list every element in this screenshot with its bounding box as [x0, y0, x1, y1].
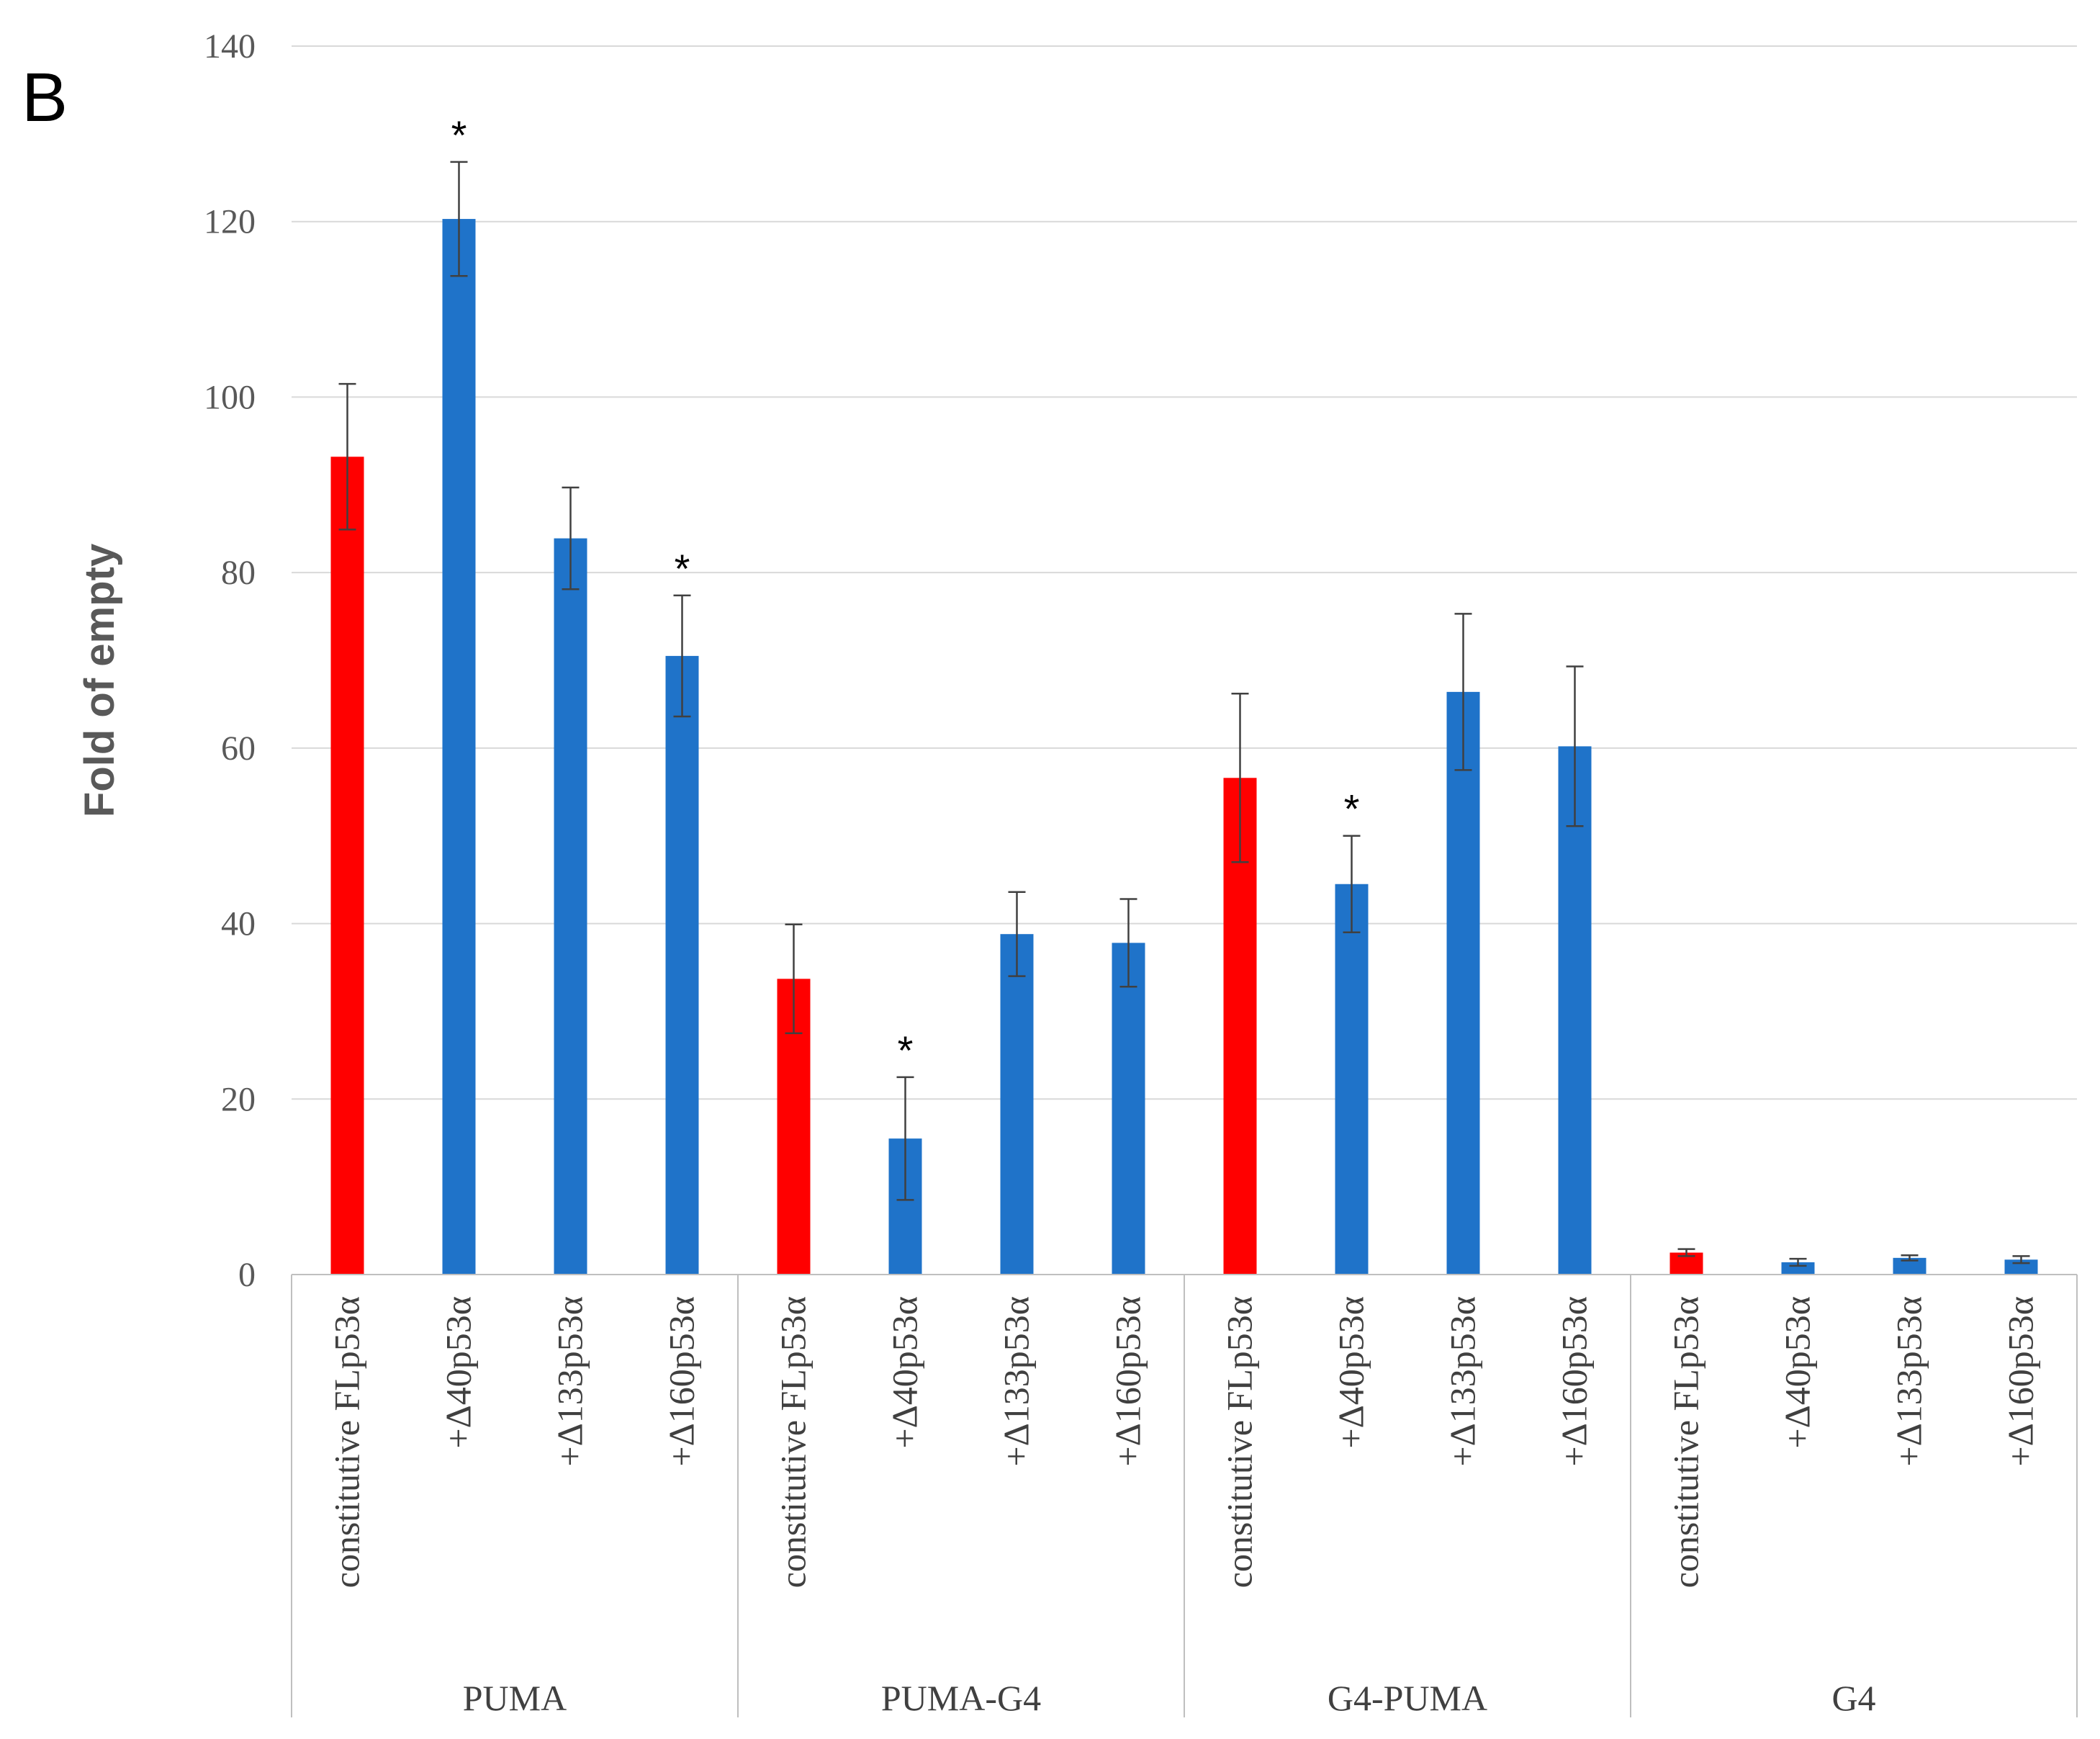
bar-g4-puma-1 — [1335, 884, 1369, 1275]
panel-label: B — [22, 59, 68, 136]
bar-puma-g4-2 — [1000, 934, 1034, 1275]
error-bar — [673, 594, 691, 718]
y-axis-ticks: 0 20 40 60 80 100 120 140 — [204, 27, 256, 1294]
y-tick-label: 140 — [204, 27, 256, 66]
bar-puma-0 — [330, 457, 364, 1275]
category-label: constitutive FLp53α — [327, 1296, 367, 1588]
y-tick-label: 40 — [221, 905, 256, 943]
group-label-g4: G4 — [1831, 1678, 1875, 1718]
error-bar — [1901, 1254, 1919, 1262]
group-label-puma-g4: PUMA-G4 — [881, 1678, 1041, 1718]
group-label-puma: PUMA — [463, 1678, 567, 1718]
bar-puma-g4-3 — [1112, 943, 1145, 1275]
y-tick-label: 20 — [221, 1080, 256, 1118]
bar-g4-puma-3 — [1558, 746, 1592, 1275]
error-bar — [1454, 613, 1472, 771]
bar-puma-1 — [442, 219, 476, 1275]
y-axis-label: Fold of empty — [76, 544, 123, 817]
significance-star: * — [1344, 786, 1360, 832]
category-label: constitutive FLp53α — [773, 1296, 814, 1588]
error-bar — [1343, 835, 1361, 934]
error-bar — [1008, 891, 1026, 977]
bar-g4-2 — [1893, 1257, 1926, 1275]
y-tick-label: 0 — [238, 1256, 256, 1294]
category-label: constitutive FLp53α — [1220, 1296, 1260, 1588]
category-label: +Δ160p53α — [1108, 1296, 1148, 1467]
error-bar — [2012, 1255, 2030, 1264]
category-label: constitutive FLp53α — [1666, 1296, 1706, 1588]
error-bar — [1119, 898, 1137, 988]
error-bar — [896, 1076, 914, 1201]
category-label: +Δ40p53α — [438, 1296, 479, 1449]
category-label: +Δ40p53α — [1331, 1296, 1371, 1449]
category-label: +Δ160p53α — [1554, 1296, 1595, 1467]
error-bar — [450, 161, 468, 277]
y-tick-label: 120 — [204, 203, 256, 241]
y-tick-label: 80 — [221, 554, 256, 592]
category-label: +Δ40p53α — [1777, 1296, 1818, 1449]
category-label: +Δ133p53α — [996, 1296, 1037, 1467]
y-tick-label: 60 — [221, 729, 256, 768]
category-labels: constitutive FLp53α +Δ40p53α +Δ133p53α +Δ16… — [327, 1296, 2041, 1718]
x-axis — [291, 1274, 2078, 1717]
bars: * * * * — [330, 112, 2038, 1275]
category-label: +Δ133p53α — [1889, 1296, 1929, 1467]
group-label-g4-puma: G4-PUMA — [1328, 1678, 1487, 1718]
error-bar — [1677, 1248, 1695, 1257]
bar-puma-3 — [665, 655, 699, 1275]
category-label: +Δ133p53α — [1443, 1296, 1483, 1467]
error-bar — [1231, 693, 1249, 863]
bar-g4-puma-2 — [1446, 691, 1480, 1275]
category-label: +Δ160p53α — [662, 1296, 702, 1467]
category-label: +Δ160p53α — [2001, 1296, 2041, 1467]
significance-star: * — [675, 546, 690, 591]
error-bar — [562, 486, 580, 590]
category-label: +Δ133p53α — [550, 1296, 590, 1467]
error-bar — [1789, 1257, 1807, 1267]
y-tick-label: 100 — [204, 378, 256, 416]
category-label: +Δ40p53α — [885, 1296, 925, 1449]
gridlines — [292, 45, 2077, 1100]
bar-puma-2 — [554, 538, 587, 1275]
significance-star: * — [451, 112, 467, 158]
significance-star: * — [898, 1028, 914, 1073]
error-bar — [338, 382, 356, 531]
error-bar — [1566, 665, 1584, 827]
error-bar — [785, 923, 803, 1035]
